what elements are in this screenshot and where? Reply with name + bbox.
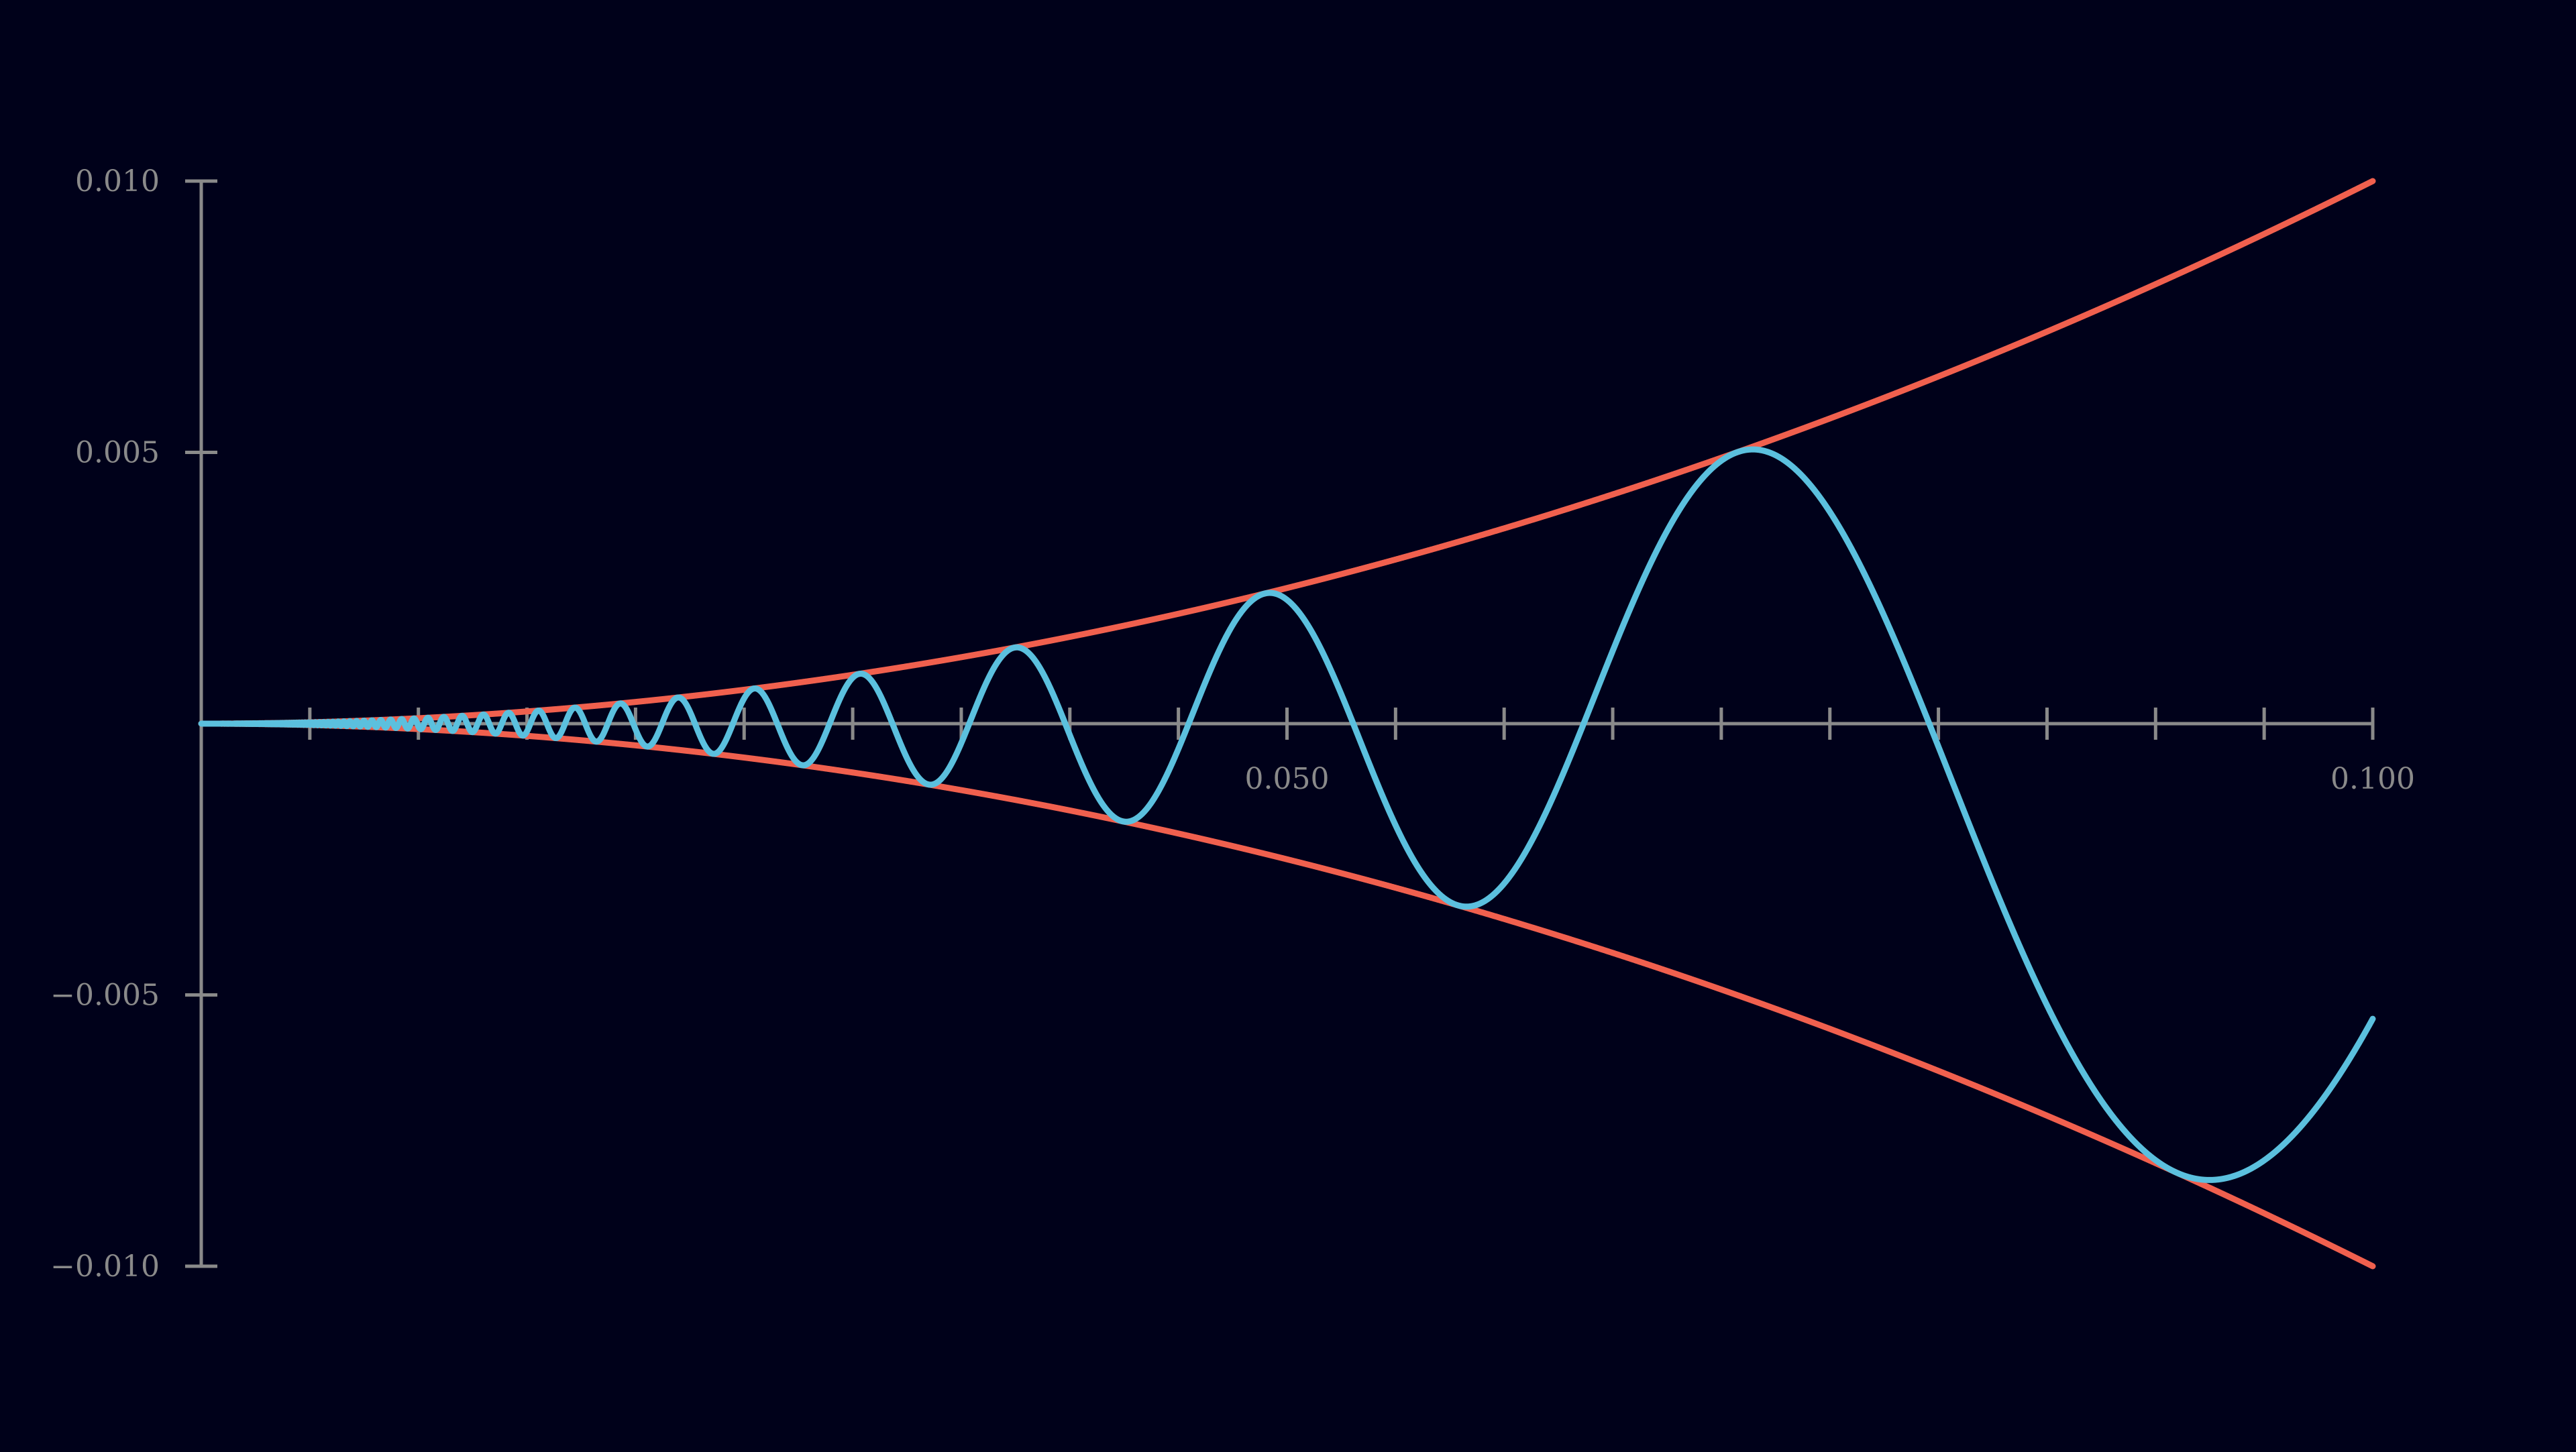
y-tick-label: −0.010 — [50, 1249, 160, 1284]
x-tick-label: 0.100 — [2330, 762, 2415, 796]
x-tick-label: 0.050 — [1245, 762, 1330, 796]
plot-area — [198, 178, 2376, 1270]
tick-labels: 0.010 0.005 −0.005 −0.010 0.050 0.100 — [50, 164, 2415, 1284]
series-lower-envelope — [198, 720, 2376, 1270]
y-tick-label: 0.010 — [75, 164, 160, 199]
series-oscillation — [198, 446, 2376, 1183]
y-tick-label: 0.005 — [75, 436, 160, 470]
y-tick-label: −0.005 — [50, 979, 160, 1013]
series-upper-envelope — [198, 178, 2376, 727]
